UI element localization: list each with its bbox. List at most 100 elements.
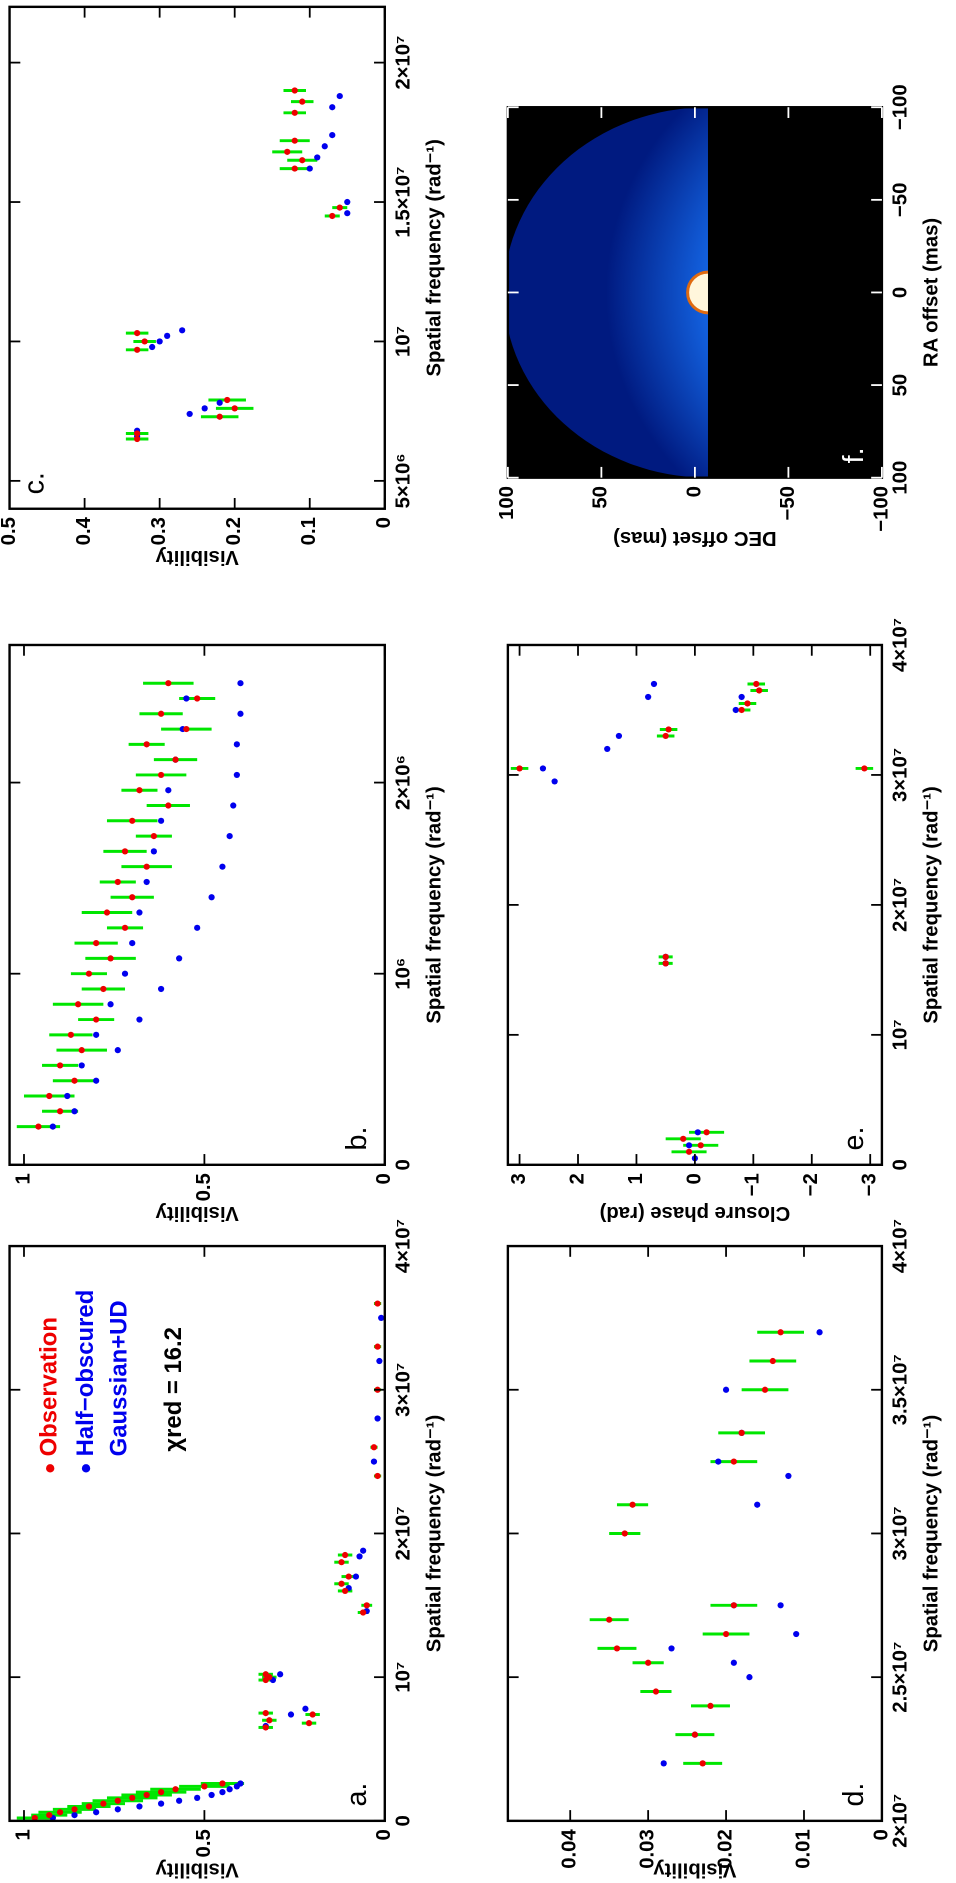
y-tick-label: 0 [373, 1173, 395, 1184]
data-point [75, 1001, 82, 1008]
data-point [516, 765, 523, 772]
legend-marker [46, 1464, 55, 1473]
data-point [71, 1806, 78, 1813]
data-point [194, 1794, 201, 1801]
data-point [85, 1803, 93, 1810]
data-point [129, 940, 136, 947]
data-point [652, 1688, 660, 1695]
legend-marker [81, 1464, 91, 1473]
x-tick-label: 0 [392, 1159, 414, 1170]
data-point [662, 953, 669, 960]
data-point [665, 726, 672, 733]
data-point [613, 1645, 621, 1652]
data-point [732, 706, 739, 714]
data-point [761, 1386, 769, 1393]
data-point [769, 1357, 776, 1365]
data-point [230, 802, 237, 809]
data-point [208, 1791, 215, 1799]
disk-glow [507, 107, 708, 478]
data-point [662, 960, 669, 967]
data-point [143, 863, 150, 870]
data-point [157, 771, 165, 779]
data-point [321, 143, 328, 150]
data-point [179, 327, 186, 334]
data-point [730, 1659, 737, 1666]
data-point [376, 1357, 383, 1365]
y-tick-label: 0 [373, 517, 395, 528]
data-point [277, 1671, 284, 1678]
data-point [93, 1016, 100, 1023]
y-tick-label: 1 [12, 1829, 34, 1840]
data-point [816, 1329, 823, 1336]
data-point [777, 1602, 784, 1609]
data-point [287, 1711, 295, 1718]
panel-label: c. [18, 472, 50, 494]
data-point [694, 1129, 701, 1136]
disk-image [507, 107, 708, 478]
data-point [165, 680, 172, 687]
data-point [201, 1783, 208, 1790]
y-tick-label: 0.1 [298, 517, 320, 545]
data-point [157, 985, 165, 993]
data-point [31, 1814, 38, 1821]
data-point [85, 970, 93, 977]
data-point [172, 1786, 179, 1793]
panel-label: a. [341, 1783, 373, 1807]
data-point [134, 435, 141, 443]
data-point [231, 405, 238, 412]
plot-area [589, 1329, 823, 1767]
data-point [291, 165, 298, 172]
data-point [754, 1501, 761, 1508]
data-point [78, 1047, 85, 1054]
annotation: χred = 16.2 [160, 1327, 187, 1452]
data-point [165, 787, 172, 794]
data-point [224, 396, 231, 404]
data-point [336, 92, 343, 100]
data-point [176, 955, 183, 962]
data-point [216, 413, 223, 420]
plot-area [16, 680, 244, 1130]
data-point [374, 1343, 381, 1350]
data-point [645, 693, 652, 701]
data-point [352, 1573, 360, 1580]
data-point [668, 1645, 675, 1652]
x-tick-label: 50 [889, 374, 911, 397]
data-point [121, 848, 129, 855]
y-tick-label: 0.5 [0, 517, 20, 545]
data-point [114, 1797, 121, 1804]
data-point [753, 680, 760, 688]
data-point [71, 1812, 78, 1819]
data-point [183, 695, 190, 702]
data-point [114, 1806, 121, 1813]
data-point [114, 878, 121, 886]
data-point [777, 1329, 784, 1336]
data-point [363, 1602, 370, 1609]
x-tick-label: 0 [392, 1815, 414, 1826]
x-tick-label: −50 [889, 183, 911, 217]
data-point [172, 756, 179, 763]
data-point [71, 1108, 78, 1115]
x-tick-label: 3.5×10⁷ [889, 1354, 911, 1425]
landscape-figure: 0 10⁷ 2×10⁷ 3×10⁷ 4×10⁷ 0 0.5 1 Spatial frequenc… [0, 5, 942, 1880]
data-point [219, 863, 226, 870]
data-point [370, 1458, 378, 1465]
data-point [164, 332, 171, 339]
data-point [345, 1573, 352, 1580]
data-point [344, 198, 351, 206]
data-point [121, 924, 129, 931]
data-point [707, 1702, 714, 1710]
data-point [149, 343, 156, 351]
x-tick-label: 5×10⁶ [392, 453, 414, 508]
y-tick-label: 2 [566, 1173, 588, 1184]
data-point [107, 955, 114, 962]
plot-area [16, 1300, 385, 1821]
data-point [374, 1415, 381, 1422]
y-tick-label: 0.5 [193, 1173, 215, 1201]
y-tick-label: 0 [683, 1173, 705, 1184]
data-point [129, 1794, 136, 1801]
data-point [551, 778, 558, 785]
data-point [262, 1709, 269, 1717]
x-tick-label: 10⁶ [392, 958, 414, 990]
